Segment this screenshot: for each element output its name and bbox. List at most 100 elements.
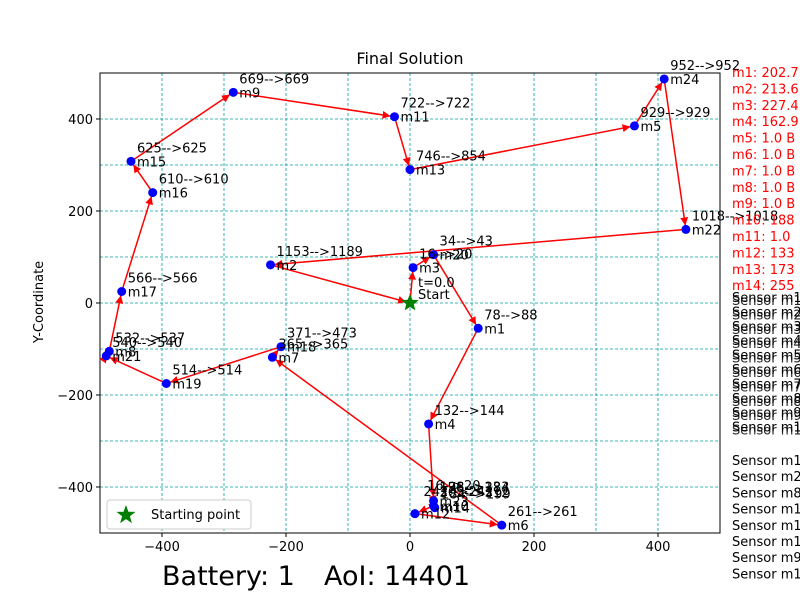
- route-segment: [275, 359, 503, 526]
- route-segment: [132, 164, 154, 194]
- point-name-label: m1: [484, 322, 505, 337]
- x-tick-label: −400: [144, 540, 180, 555]
- black-list-item: Sensor m1: [732, 535, 800, 550]
- point-name-label: m24: [670, 73, 699, 88]
- red-list-item: m4: 162.9: [732, 115, 799, 130]
- point-name-label: m13: [416, 164, 445, 179]
- aoi-status: AoI: 14401: [324, 561, 470, 592]
- black-list-item: Sensor m1: [732, 503, 800, 518]
- black-list-item-overlap: Sensor m2: [732, 308, 800, 323]
- start-time-label: t=0.0: [418, 276, 455, 291]
- red-list-item: m3: 227.4: [732, 99, 799, 114]
- red-list-item: m11: 1.0: [732, 230, 790, 245]
- red-list-item: m13: 173: [732, 263, 795, 278]
- sensor-point-m1: [473, 323, 483, 333]
- point-name-label: m11: [401, 111, 430, 126]
- route-segment: [130, 93, 231, 162]
- black-list-item-overlap: Sensor m7: [732, 380, 800, 395]
- point-time-label: 184-->199: [441, 488, 511, 503]
- route-segment: [120, 196, 153, 292]
- point-time-label: 929-->929: [640, 106, 710, 121]
- black-list-item-overlap: Sensor m1: [732, 424, 800, 439]
- point-name-label: m6: [508, 519, 529, 534]
- sensor-point-m24: [659, 74, 669, 84]
- point-name-label: m23: [440, 495, 469, 510]
- y-tick-label: 400: [68, 113, 93, 128]
- battery-status: Battery: 1: [162, 561, 295, 592]
- point-name-label: m12: [421, 508, 450, 523]
- red-list-item: m8: 1.0 B: [732, 181, 795, 196]
- legend: Starting point: [106, 499, 252, 530]
- black-list-item: Sensor m1: [732, 421, 800, 436]
- point-time-label: 16-->20: [419, 248, 472, 263]
- point-time-label: 610-->610: [159, 173, 229, 188]
- sensor-point-m9: [228, 87, 238, 97]
- x-tick-label: 400: [646, 540, 671, 555]
- black-list-item-overlap: Sensor m6: [732, 366, 800, 381]
- point-time-label: 514-->514: [172, 364, 242, 379]
- sensor-point-m6: [497, 520, 507, 530]
- route-segment: [233, 91, 391, 119]
- route-segment: [109, 356, 167, 385]
- black-list-item: Sensor m6: [732, 363, 800, 378]
- point-name-label: m22: [692, 223, 721, 238]
- red-list-item: m12: 133: [732, 246, 795, 261]
- black-list-item: Sensor m2: [732, 305, 800, 320]
- y-axis-label: Y-Coordinate: [32, 261, 47, 344]
- sensor-point-m2: [266, 260, 275, 270]
- black-list-item: Sensor m9: [732, 406, 800, 421]
- point-time-label: 371-->473: [287, 327, 357, 342]
- y-tick-label: 200: [68, 205, 93, 220]
- start-label: Start: [418, 288, 450, 303]
- sensor-point-m14: [430, 503, 440, 513]
- overlap-time-label: 305-->312: [440, 486, 510, 501]
- sensor-point-m11: [390, 112, 399, 122]
- red-list-item: m1: 202.7: [732, 66, 799, 81]
- point-name-label: m10: [440, 500, 469, 515]
- overlap-time-label: 16-->20: [427, 479, 480, 494]
- point-name-label: m2: [277, 259, 298, 274]
- red-list-item: m7: 1.0 B: [732, 164, 795, 179]
- black-list-item: Sensor m8: [732, 392, 800, 407]
- route-segment: [409, 124, 631, 171]
- sensor-point-m17: [117, 287, 127, 296]
- x-tick-label: −200: [268, 540, 304, 555]
- red-list-item: m6: 1.0 B: [732, 148, 795, 163]
- route-segment: [169, 345, 282, 384]
- black-list-item: Sensor m4: [732, 334, 800, 349]
- black-list-item: Sensor m3: [732, 320, 800, 335]
- point-name-label: m19: [172, 378, 201, 393]
- black-list-item-overlap: Sensor m8: [732, 395, 800, 410]
- sensor-point-m22: [681, 224, 691, 234]
- point-time-label: 746-->854: [416, 150, 486, 165]
- point-name-label: m9: [239, 86, 260, 101]
- sensor-point-m7: [267, 352, 277, 362]
- route-segment: [633, 81, 663, 127]
- point-time-label: 132-->144: [435, 404, 505, 419]
- start-star-icon: [401, 294, 419, 311]
- red-list-item: m9: 1.0 B: [732, 197, 795, 212]
- point-name-label: m5: [640, 120, 661, 135]
- y-tick-label: −200: [57, 389, 93, 404]
- x-tick-label: 200: [522, 540, 547, 555]
- y-tick-label: 0: [85, 297, 93, 312]
- overlap-time-label: 242-->242: [423, 485, 493, 500]
- point-time-label: 365-->365: [278, 337, 348, 352]
- sensor-point-m12: [410, 509, 420, 519]
- point-name-label: m16: [159, 187, 188, 202]
- overlap-time-label: 198-->233: [440, 480, 510, 495]
- sensor-point-m5: [629, 121, 639, 131]
- black-list-item: Sensor m8: [732, 486, 800, 501]
- sensor-point-m3: [408, 263, 418, 273]
- point-time-label: 952-->952: [670, 59, 740, 74]
- route-segment: [427, 423, 437, 497]
- black-list-item: Sensor m1: [732, 454, 800, 469]
- black-list-item: Sensor m1: [732, 519, 800, 534]
- sensor-point-m23: [429, 496, 439, 506]
- red-list-item: m14: 255: [732, 279, 795, 294]
- y-tick-label: −400: [57, 481, 93, 496]
- black-list-item: Sensor m1: [732, 291, 800, 306]
- sensor-point-m4: [424, 419, 434, 429]
